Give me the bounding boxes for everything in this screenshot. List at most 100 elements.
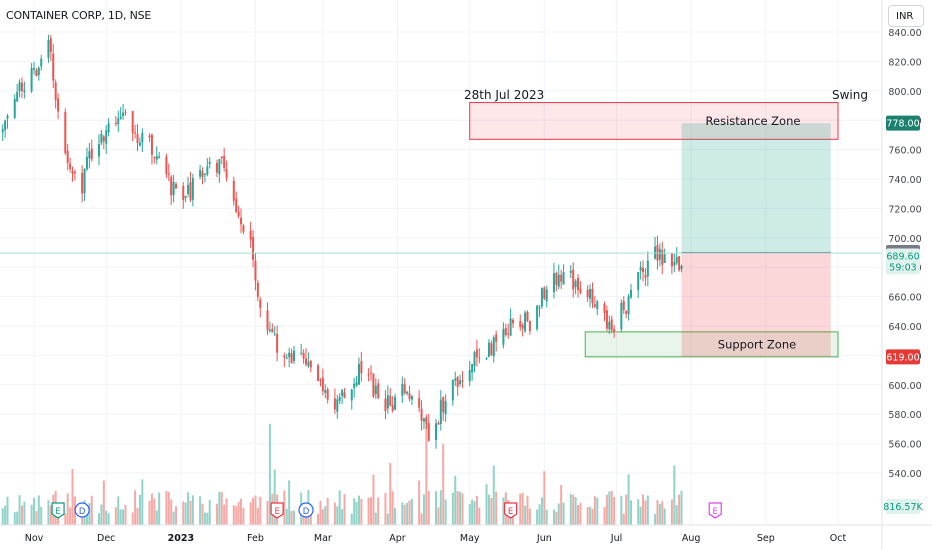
currency-selector[interactable]: INR [888,5,924,27]
candle-body [170,177,173,196]
volume-bar [360,498,363,525]
volume-bar [425,417,428,525]
candle-body [589,288,592,299]
volume-bar [485,484,488,525]
candle-body [502,328,505,345]
y-tick-label: 740.00 [888,175,921,186]
candle-body [459,380,462,385]
volume-bar [552,509,555,525]
volume-bar [622,513,625,525]
candle-body [577,278,580,290]
volume-bar [509,513,512,525]
y-tick-label: 720.00 [888,204,921,215]
candle-body [69,163,72,170]
volume-bar [167,492,170,525]
candle-body [191,178,194,200]
volume-bar [266,500,269,525]
volume-bar [184,502,187,525]
volume-bar [420,513,423,525]
volume-bar [107,513,110,525]
volume-bar [658,503,661,525]
candle-body [341,390,344,396]
volume-bar [172,511,175,525]
volume-bar [372,474,375,525]
event-marker-label: E [508,507,513,517]
candle-body [165,156,168,174]
candle-body [37,67,40,76]
x-tick-label: Sep [757,533,775,544]
volume-bar [97,513,100,525]
candle-body [136,134,139,144]
volume-bar [341,509,344,525]
volume-bar [357,495,360,525]
volume-bar [71,468,74,525]
volume-bar [105,510,108,525]
candle-body [90,148,93,160]
volume-bar [37,495,40,525]
earnings-marker [708,502,722,519]
candle-body [401,383,404,397]
volume-bar [680,490,683,525]
event-marker-label: E [274,507,279,517]
candle-body [372,373,375,397]
candle-body [23,90,26,93]
y-tick-label: 760.00 [888,146,921,157]
symbol-title[interactable]: CONTAINER CORP, 1D, NSE [6,9,152,22]
volume-bar [451,492,454,525]
candle-body [579,288,582,293]
volume-bar [569,493,572,525]
candle-body [475,349,478,358]
volume-bar [427,491,430,525]
volume-bar [268,423,271,525]
earnings-marker [270,502,284,519]
candle-body [131,111,134,134]
x-tick-label: Jul [610,533,622,544]
volume-bar [536,509,539,525]
candle-body [307,361,310,366]
candle-body [528,320,531,332]
candle-body [237,211,240,217]
candle-body [64,111,67,154]
candle-body [439,399,442,425]
candle-body [232,180,235,201]
volume-bar [543,471,546,525]
candle-body [353,383,356,389]
volume-bar [644,500,647,525]
candle-body [418,398,421,408]
candle-body [302,352,305,359]
candle-body [492,337,495,357]
volume-bar [158,492,161,525]
candle-body [158,156,161,159]
volume-bar [201,503,204,525]
price-label: 778.00 [886,119,919,130]
volume-bar [389,462,392,525]
volume-bar [435,491,437,525]
volume-bar [203,512,206,525]
candle-body [153,156,156,158]
candle-body [175,184,178,189]
volume-bar [47,500,50,525]
profit-area [681,123,831,253]
candle-body [47,39,50,58]
x-tick-label: Nov [25,533,44,544]
volume-bar [596,497,599,525]
candle-body [141,132,144,143]
volume-bar [40,506,43,525]
volume-bar [406,503,409,525]
candle-body [88,151,91,159]
volume-bar [605,494,608,525]
volume-bar [252,497,255,525]
candle-body [468,370,471,382]
volume-bar [557,503,560,525]
volume-bar [324,506,327,525]
candle-body [100,133,103,144]
volume-bar [675,505,678,525]
candle-body [410,395,413,400]
candle-body [538,307,541,309]
y-tick-label: 560.00 [888,440,921,451]
candle-body [319,379,322,381]
volume-bar [492,465,495,525]
candle-body [54,82,57,101]
volume-bar [350,513,353,525]
